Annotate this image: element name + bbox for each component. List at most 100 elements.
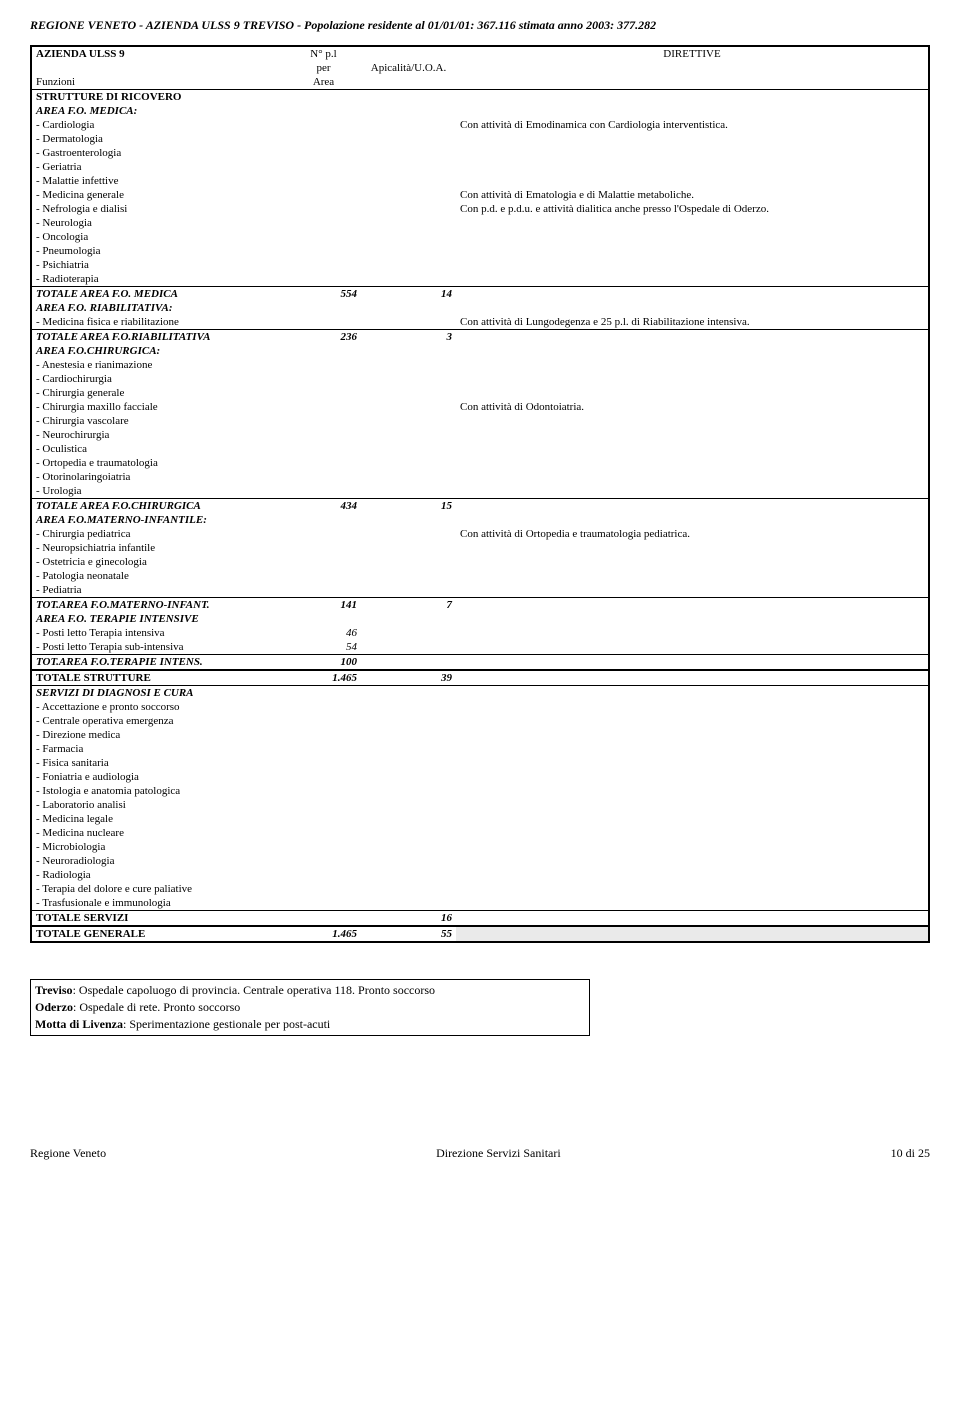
list-item: - Posti letto Terapia sub-intensiva [31,640,286,655]
list-item: - Foniatria e audiologia [31,770,286,784]
blank [361,244,456,258]
blank [361,46,456,61]
item-directive [456,555,929,569]
item-npl [286,188,361,202]
item-npl [286,456,361,470]
item-directive [456,258,929,272]
blank [361,118,456,132]
list-item: - Psichiatria [31,258,286,272]
blank [361,230,456,244]
list-item: - Direzione medica [31,728,286,742]
item-npl [286,146,361,160]
totale-strutture-label: TOTALE STRUTTURE [31,670,286,686]
item-npl [286,372,361,386]
footer-right: 10 di 25 [891,1146,930,1161]
blank [361,640,456,655]
item-directive: Con attività di Ematologia e di Malattie… [456,188,929,202]
col-direttive: DIRETTIVE [456,46,929,61]
note-line: Treviso: Ospedale capoluogo di provincia… [35,982,585,999]
item-directive [456,484,929,499]
item-npl [286,442,361,456]
list-item: - Fisica sanitaria [31,756,286,770]
area-total-apical: 15 [361,499,456,514]
list-item: - Laboratorio analisi [31,798,286,812]
list-item: - Accettazione e pronto soccorso [31,700,286,714]
blank [361,583,456,598]
item-directive [456,216,929,230]
totale-strutture-npl: 1.465 [286,670,361,686]
list-item: - Neuropsichiatria infantile [31,541,286,555]
note-line: Motta di Livenza: Sperimentazione gestio… [35,1016,585,1033]
item-directive: Con p.d. e p.d.u. e attività dialitica a… [456,202,929,216]
box-title: AZIENDA ULSS 9 [31,46,286,61]
area-total-label: TOTALE AREA F.O. MEDICA [31,287,286,302]
item-npl [286,400,361,414]
list-item: - Urologia [31,484,286,499]
list-item: - Farmacia [31,742,286,756]
item-npl [286,118,361,132]
blank [361,442,456,456]
totale-generale-npl: 1.465 [286,926,361,942]
list-item: - Medicina nucleare [31,826,286,840]
item-directive [456,414,929,428]
item-npl [286,216,361,230]
item-directive [456,541,929,555]
list-item: - Microbiologia [31,840,286,854]
list-item: - Radioterapia [31,272,286,287]
item-directive [456,132,929,146]
blank [361,258,456,272]
list-item: - Pediatria [31,583,286,598]
list-item: - Chirurgia vascolare [31,414,286,428]
item-directive [456,640,929,655]
list-item: - Centrale operativa emergenza [31,714,286,728]
list-item: - Otorinolaringoiatria [31,470,286,484]
item-directive [456,272,929,287]
area-total-apical: 3 [361,330,456,345]
footer-left: Regione Veneto [30,1146,106,1161]
item-directive [456,386,929,400]
totale-generale-apical: 55 [361,926,456,942]
area-label: AREA F.O.CHIRURGICA: [31,344,286,358]
item-directive [456,174,929,188]
item-npl [286,315,361,330]
item-npl [286,202,361,216]
col-npl-l2: per [286,61,361,75]
area-total-npl: 434 [286,499,361,514]
area-total-label: TOT.AREA F.O.MATERNO-INFANT. [31,598,286,613]
list-item: - Dermatologia [31,132,286,146]
item-npl [286,160,361,174]
item-npl [286,358,361,372]
item-directive [456,146,929,160]
blank [361,569,456,583]
item-npl [286,428,361,442]
item-directive [456,428,929,442]
area-label: AREA F.O. MEDICA: [31,104,286,118]
blank [361,216,456,230]
blank [361,272,456,287]
list-item: - Chirurgia maxillo facciale [31,400,286,414]
blank [361,132,456,146]
blank [361,626,456,640]
list-item: - Radiologia [31,868,286,882]
blank [361,555,456,569]
totale-generale-label: TOTALE GENERALE [31,926,286,942]
list-item: - Medicina generale [31,188,286,202]
area-label: AREA F.O.MATERNO-INFANTILE: [31,513,286,527]
item-npl [286,230,361,244]
blank [361,484,456,499]
item-npl [286,527,361,541]
page-footer: Regione Veneto Direzione Servizi Sanitar… [30,1146,930,1181]
area-total-label: TOTALE AREA F.O.RIABILITATIVA [31,330,286,345]
item-directive [456,569,929,583]
item-npl [286,541,361,555]
totale-servizi-label: TOTALE SERVIZI [31,911,286,927]
area-total-npl: 554 [286,287,361,302]
item-npl [286,244,361,258]
blank [361,188,456,202]
item-directive: Con attività di Lungodegenza e 25 p.l. d… [456,315,929,330]
item-npl [286,258,361,272]
list-item: - Istologia e anatomia patologica [31,784,286,798]
list-item: - Chirurgia pediatrica [31,527,286,541]
blank [361,358,456,372]
blank [361,372,456,386]
